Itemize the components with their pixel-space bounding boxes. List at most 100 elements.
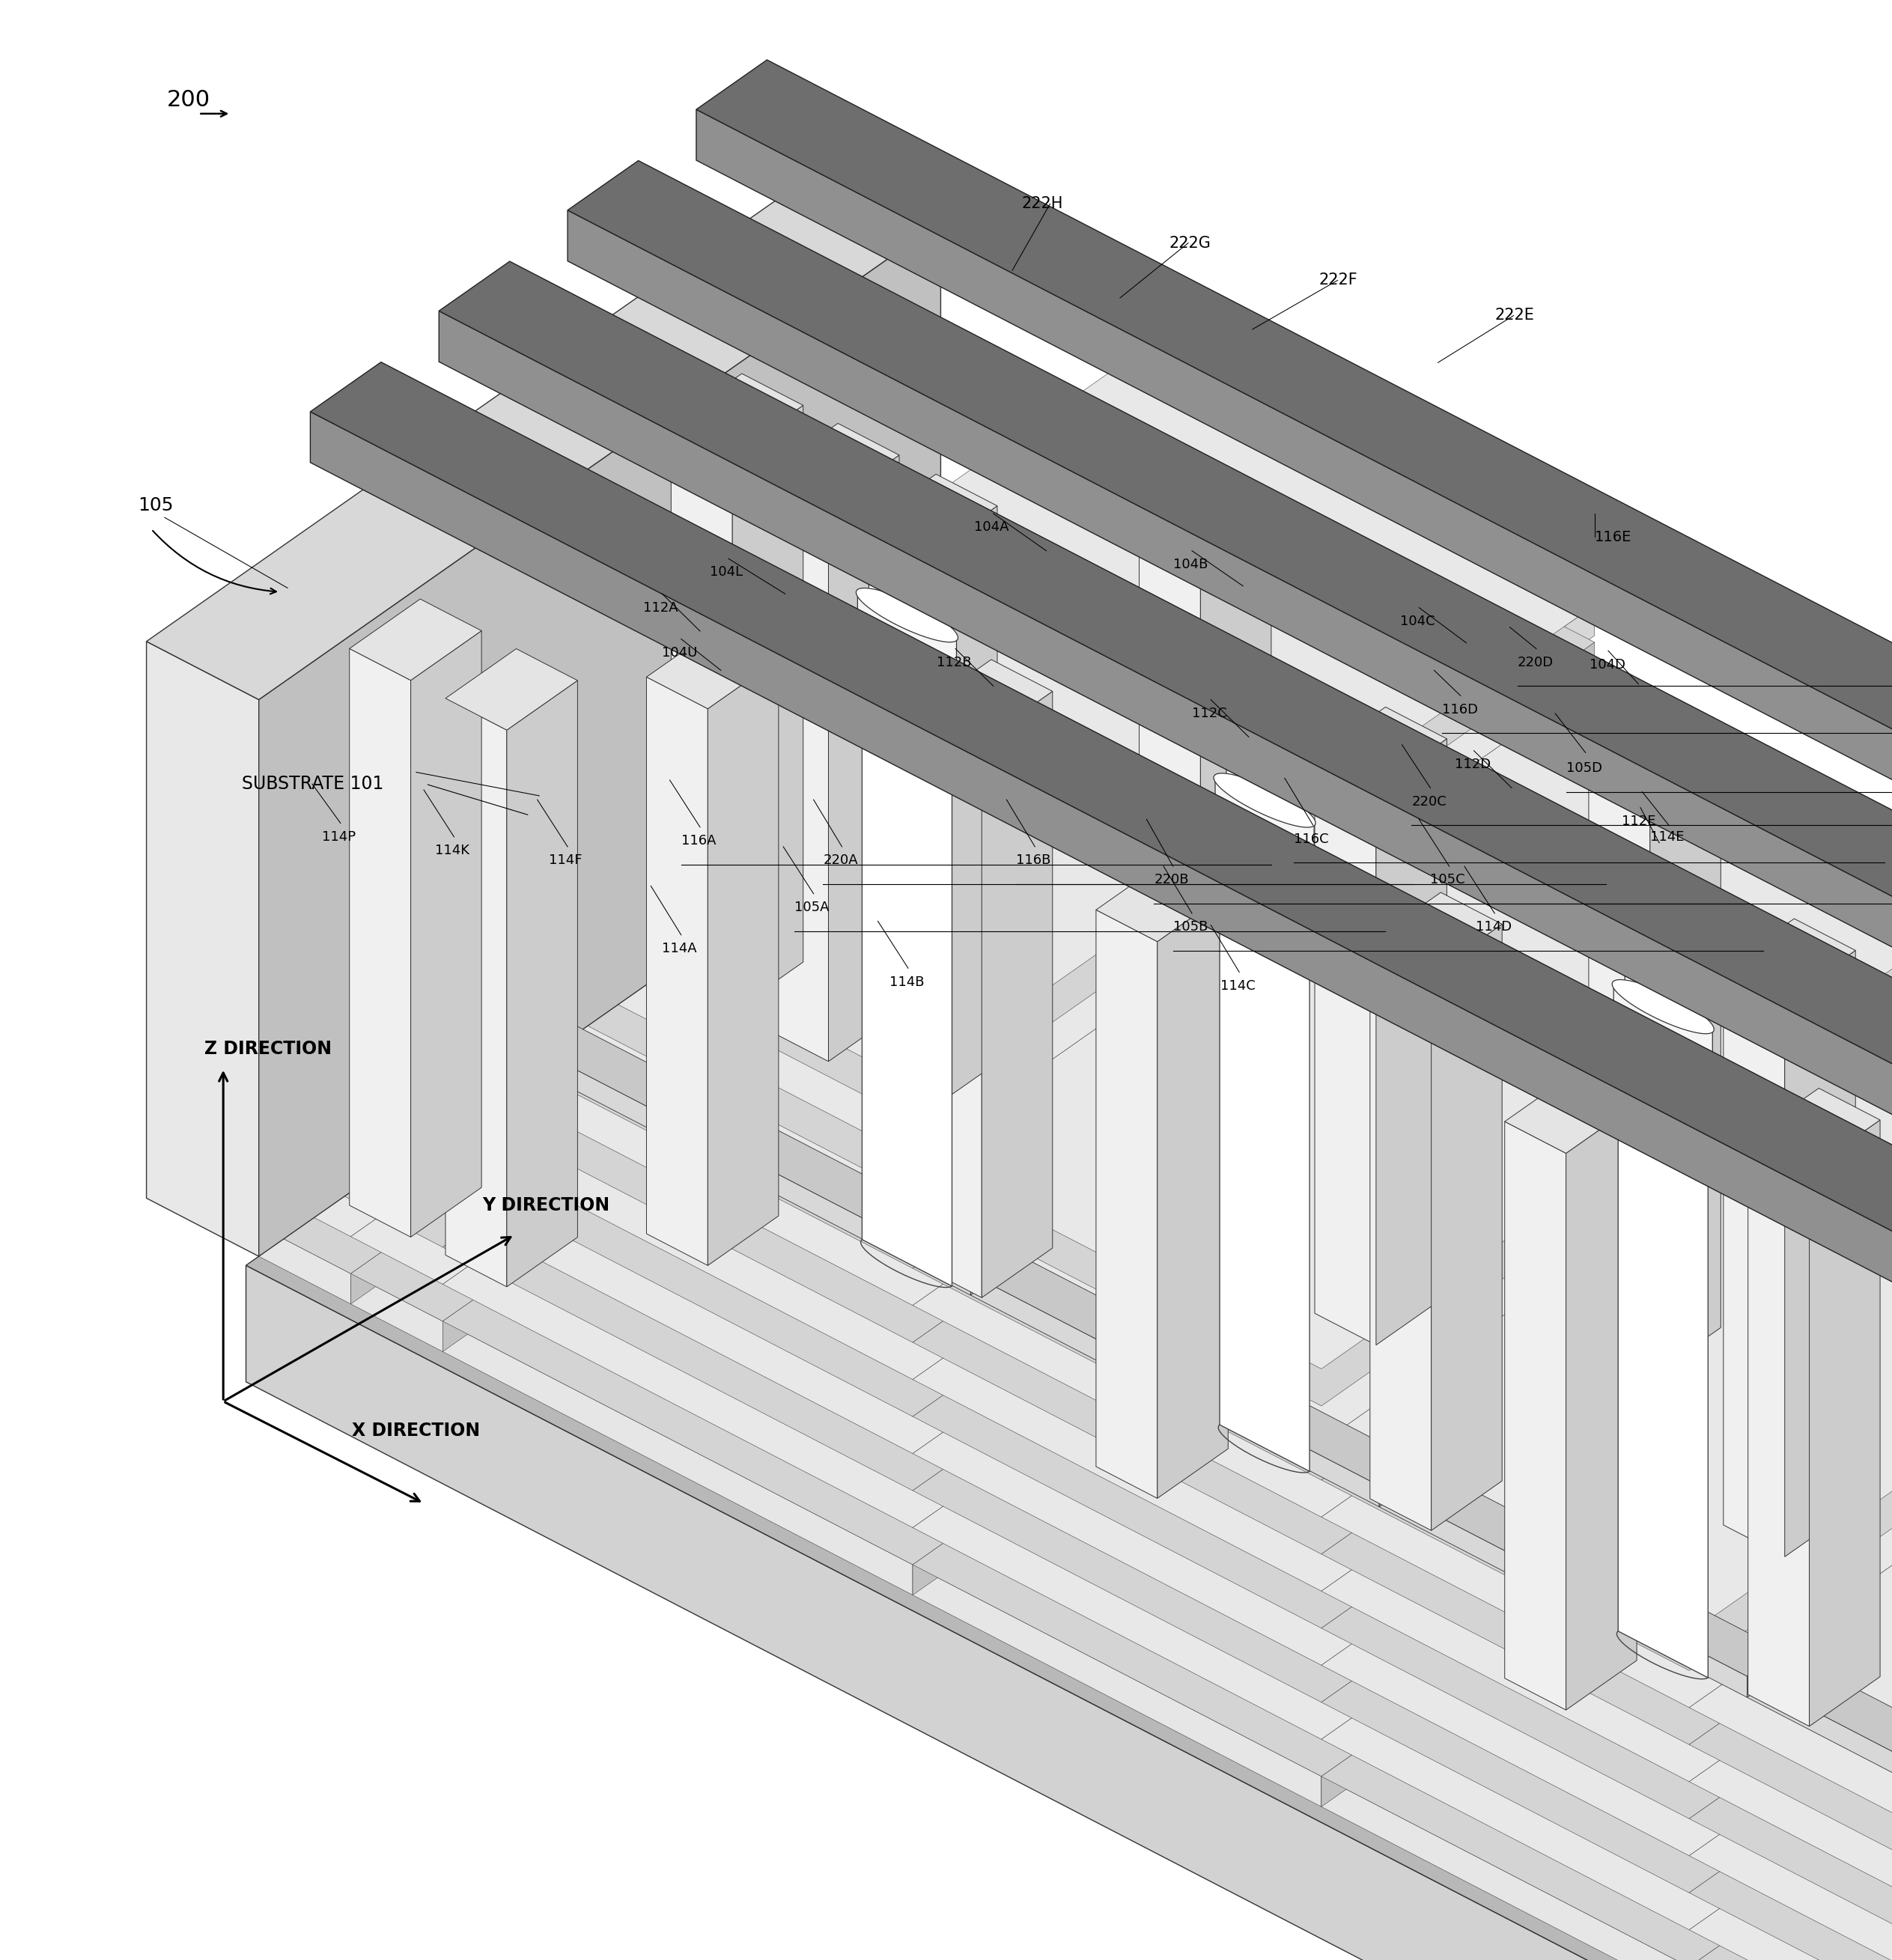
Polygon shape — [501, 1005, 1007, 1274]
Polygon shape — [912, 939, 1595, 1446]
Polygon shape — [350, 721, 1033, 1231]
Polygon shape — [259, 711, 1033, 1237]
Polygon shape — [259, 749, 1033, 1274]
Text: 220D: 220D — [1517, 657, 1553, 668]
Text: SUBSTRATE 101: SUBSTRATE 101 — [242, 774, 384, 794]
Polygon shape — [1690, 1415, 1892, 1923]
Polygon shape — [1321, 1262, 1892, 1931]
Polygon shape — [1618, 1021, 1708, 1070]
Polygon shape — [246, 770, 1892, 1960]
Polygon shape — [912, 1231, 1321, 1474]
Polygon shape — [1589, 788, 1650, 1378]
Polygon shape — [1226, 749, 1304, 819]
Polygon shape — [1321, 1739, 1690, 1960]
Polygon shape — [350, 721, 1124, 1247]
Polygon shape — [912, 790, 1892, 1480]
Polygon shape — [350, 1200, 443, 1278]
Polygon shape — [912, 1380, 1321, 1621]
Polygon shape — [443, 584, 1124, 1092]
Polygon shape — [146, 163, 940, 700]
Text: 112B: 112B — [937, 657, 971, 668]
Polygon shape — [1321, 1151, 1892, 1819]
Polygon shape — [1321, 1480, 1690, 1701]
Polygon shape — [350, 978, 443, 1054]
Polygon shape — [982, 692, 1052, 1298]
Polygon shape — [1690, 1856, 1892, 1960]
Polygon shape — [443, 806, 1124, 1315]
Polygon shape — [507, 680, 577, 1288]
Polygon shape — [443, 696, 1124, 1203]
Polygon shape — [857, 590, 957, 678]
Polygon shape — [1370, 892, 1502, 974]
Text: 116E: 116E — [1595, 529, 1633, 545]
Polygon shape — [921, 661, 1052, 741]
Polygon shape — [971, 1274, 1379, 1507]
Text: 114C: 114C — [1220, 980, 1256, 992]
Polygon shape — [350, 647, 1033, 1156]
Polygon shape — [1158, 892, 1228, 1497]
Polygon shape — [927, 506, 997, 1111]
Polygon shape — [1321, 1188, 1892, 1856]
Polygon shape — [1321, 1517, 1690, 1739]
Polygon shape — [1748, 1139, 1809, 1727]
Polygon shape — [912, 643, 1595, 1151]
Polygon shape — [350, 759, 1033, 1266]
Polygon shape — [350, 684, 1033, 1194]
Polygon shape — [921, 710, 982, 1298]
Polygon shape — [708, 659, 780, 1266]
Polygon shape — [1618, 1021, 1708, 1678]
Polygon shape — [443, 659, 1124, 1166]
Polygon shape — [1201, 539, 1271, 1145]
Polygon shape — [672, 423, 732, 1011]
Polygon shape — [350, 647, 1124, 1174]
Polygon shape — [1650, 770, 1722, 1378]
Polygon shape — [1724, 919, 1856, 1000]
Polygon shape — [1504, 1072, 1637, 1152]
Polygon shape — [1690, 1707, 1892, 1897]
Polygon shape — [912, 1268, 1321, 1511]
Polygon shape — [1690, 1229, 1892, 1739]
Text: 104L: 104L — [710, 566, 742, 578]
Polygon shape — [912, 1088, 1892, 1776]
Polygon shape — [732, 406, 804, 1011]
Polygon shape — [912, 902, 1892, 1592]
Polygon shape — [246, 1266, 1892, 1960]
Polygon shape — [443, 363, 1595, 1084]
Text: Z DIRECTION: Z DIRECTION — [204, 1039, 331, 1058]
Polygon shape — [1690, 1744, 1892, 1935]
Text: 112A: 112A — [643, 602, 677, 613]
Polygon shape — [443, 733, 1595, 1454]
Polygon shape — [1690, 1378, 1892, 1886]
Text: 105: 105 — [138, 496, 174, 515]
Polygon shape — [912, 976, 1595, 1484]
Polygon shape — [1690, 1452, 1892, 1960]
Polygon shape — [1321, 1002, 1892, 1670]
Text: 114B: 114B — [889, 976, 923, 988]
Polygon shape — [1321, 1262, 1892, 1770]
Text: 116B: 116B — [1016, 855, 1050, 866]
Polygon shape — [1321, 1113, 1892, 1621]
Text: 220C: 220C — [1411, 796, 1447, 808]
Polygon shape — [445, 649, 577, 729]
Text: 104U: 104U — [662, 647, 698, 659]
Text: 105C: 105C — [1430, 874, 1464, 886]
Polygon shape — [1690, 1782, 1892, 1960]
Text: 112D: 112D — [1455, 759, 1491, 770]
Polygon shape — [443, 1100, 912, 1372]
Polygon shape — [912, 717, 1595, 1225]
Polygon shape — [259, 1227, 350, 1303]
Polygon shape — [310, 363, 1892, 1311]
Polygon shape — [865, 523, 927, 1111]
Polygon shape — [766, 472, 829, 1062]
Polygon shape — [1690, 1303, 1892, 1811]
Polygon shape — [1321, 1592, 1690, 1811]
Text: 116A: 116A — [681, 835, 715, 847]
Polygon shape — [912, 1492, 1321, 1733]
Text: 105A: 105A — [795, 902, 829, 913]
Polygon shape — [1226, 747, 1304, 790]
Polygon shape — [259, 1190, 350, 1266]
Polygon shape — [1213, 774, 1315, 827]
Polygon shape — [350, 600, 481, 680]
Polygon shape — [350, 759, 1124, 1284]
Polygon shape — [1690, 1931, 1892, 1960]
